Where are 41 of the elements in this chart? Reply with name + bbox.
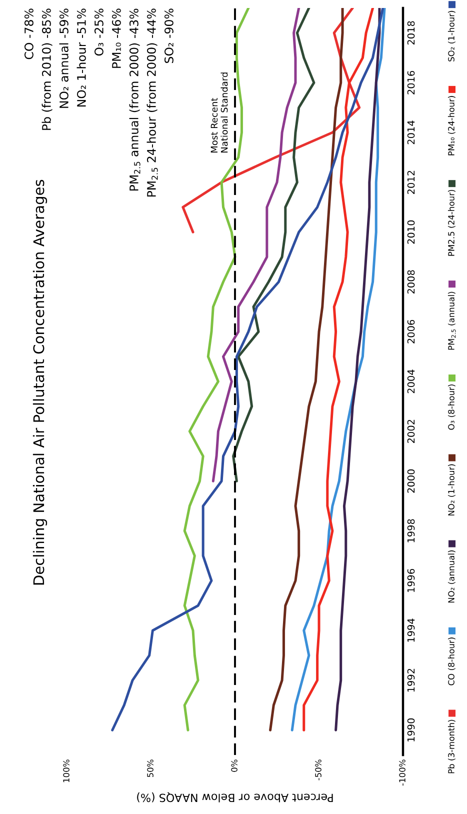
annotation: NO₂ annual -59%	[59, 8, 68, 108]
legend-label: Pb (3-month)	[448, 720, 456, 774]
legend-label: SO₂ (1-hour)	[448, 10, 456, 62]
x-tick-label: 50%	[147, 760, 154, 778]
annotation: PM₁₀ -46%	[112, 8, 121, 68]
legend-label: NO₂ (1-hour)	[448, 464, 456, 516]
legend-label: O₃ (8-hour)	[448, 384, 456, 430]
text: Pb (from 2010) -85%	[42, 8, 52, 130]
y-tick-label: 2012	[407, 170, 415, 194]
text: Declining National Air Pollutant Concentration Averages	[32, 180, 48, 585]
x-tick-label: -50%	[315, 760, 322, 780]
y-tick-label: 2000	[407, 469, 415, 493]
y-tick-label: 1992	[407, 668, 415, 692]
y-tick-label: 2008	[407, 270, 415, 294]
y-tick-label: 2014	[407, 120, 415, 144]
annotation: NO₂ 1-hour -51%	[76, 8, 86, 107]
x-tick-label: -100%	[399, 760, 406, 786]
annotation: SO₂ -90%	[164, 8, 174, 63]
y-tick-label: 2006	[407, 320, 415, 344]
y-tick-label: 1998	[407, 519, 415, 542]
y-tick-label: 1990	[407, 718, 415, 742]
x-tick-label: 0%	[231, 760, 238, 772]
annotation: PM$_{2.5}$ annual (from 2000) -43%	[129, 8, 140, 191]
annotation: O₃ -25%	[94, 8, 104, 56]
y-tick-label: 2010	[407, 220, 415, 244]
ref-line-label: Most Recent National Standard	[210, 72, 228, 152]
y-tick-label: 1994	[407, 618, 415, 642]
text: CO -78%	[24, 8, 34, 60]
y-tick-label: 2018	[407, 21, 415, 45]
y-tick-label: 2016	[407, 70, 415, 94]
legend-label: PM$_{2.5}$ (annual)	[448, 292, 456, 350]
y-tick-label: 1996	[407, 568, 415, 592]
legend-label: PM₁₀ (24-hour)	[448, 96, 456, 156]
y-tick-label: 2004	[407, 370, 415, 394]
y-tick-label: 2002	[407, 420, 415, 443]
legend-label: PM2.5 (24-hour)	[448, 190, 456, 256]
legend-label: NO₂ (annual)	[448, 550, 456, 603]
legend-label: CO (8-hour)	[448, 638, 456, 686]
x-tick-label: 100%	[63, 760, 70, 782]
annotation: PM$_{2.5}$ 24-hour (from 2000) -44%	[146, 8, 158, 197]
x-axis-title: Percent Above or Below NAAQS (%)	[137, 792, 333, 802]
